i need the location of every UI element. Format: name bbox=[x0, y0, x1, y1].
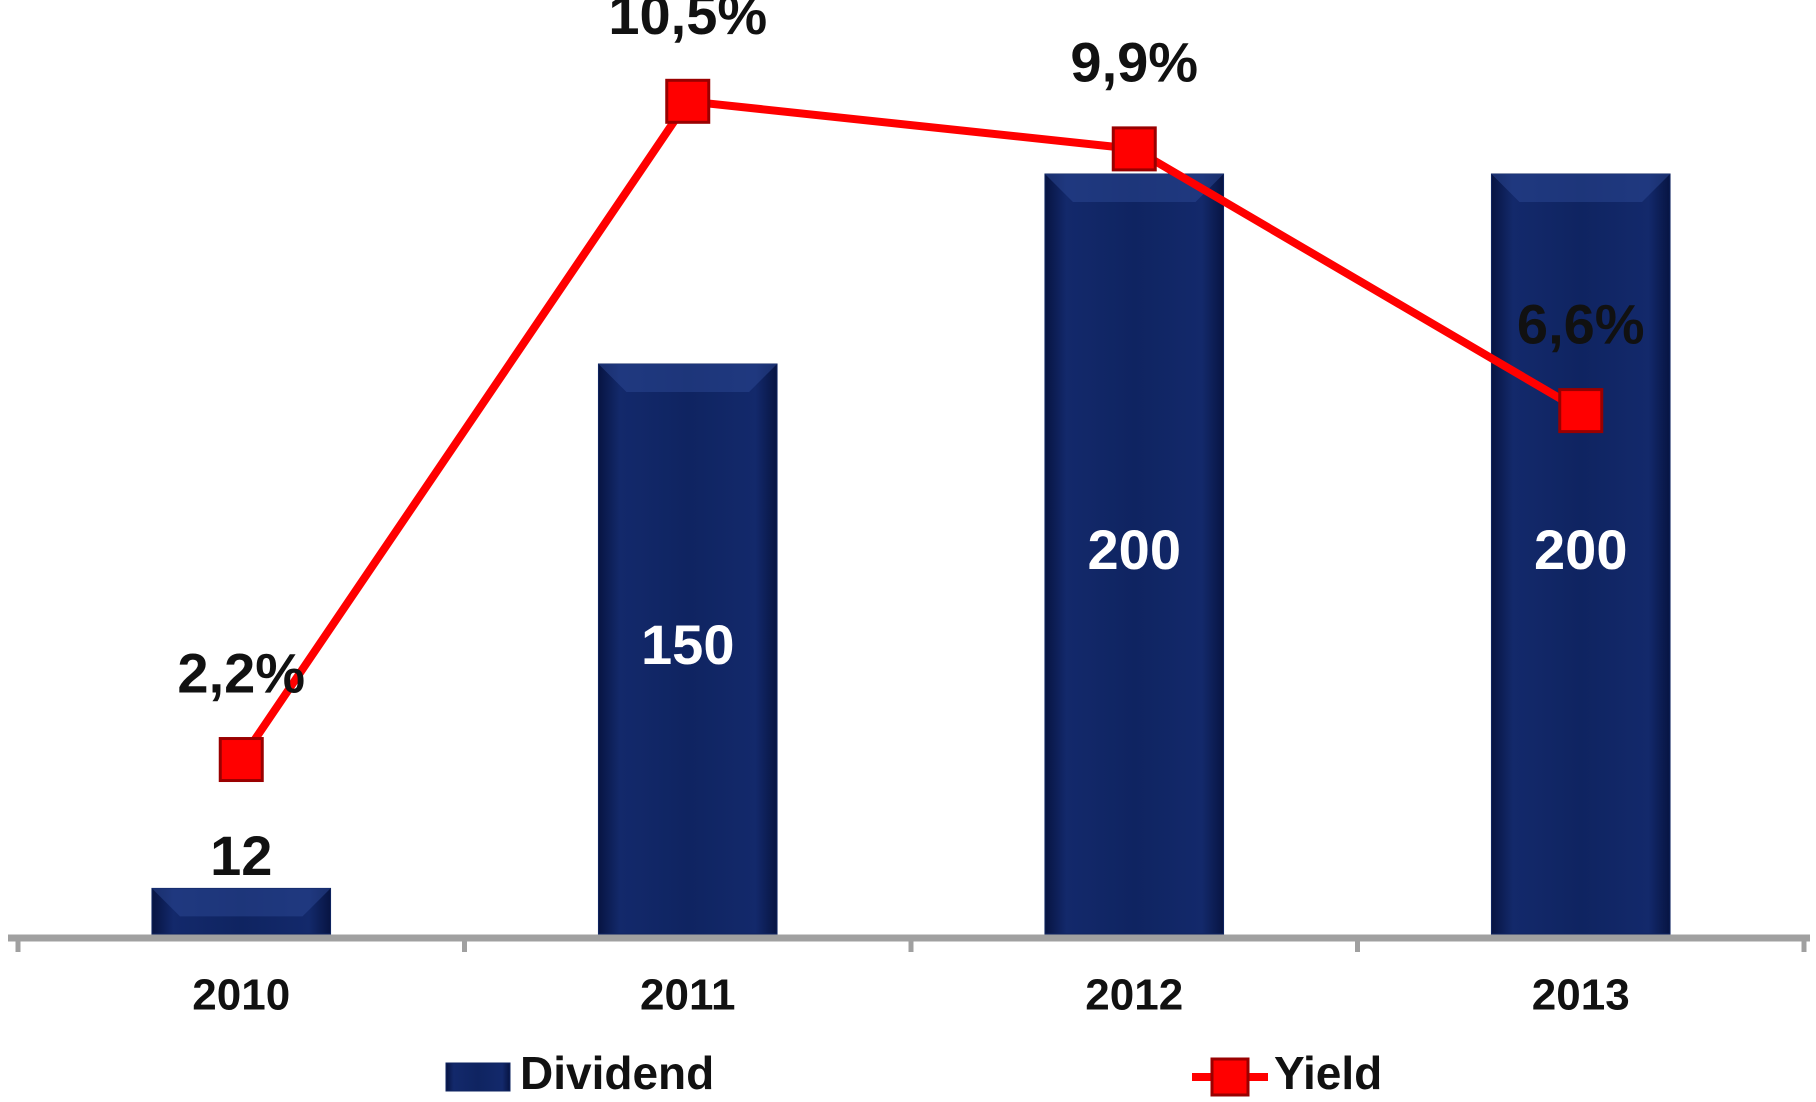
line-marker bbox=[1558, 388, 1604, 434]
legend-swatch bbox=[445, 1062, 511, 1092]
line-marker bbox=[665, 78, 711, 124]
bar-bevel bbox=[598, 364, 778, 392]
bar-value-label: 150 bbox=[641, 613, 734, 676]
x-tick-label: 2012 bbox=[1085, 971, 1183, 1020]
x-tick-label: 2010 bbox=[192, 971, 290, 1020]
line bbox=[237, 97, 1583, 762]
legend-marker bbox=[1210, 1057, 1250, 1097]
bar-bevel bbox=[151, 888, 331, 917]
line-value-label: 2,2% bbox=[177, 641, 305, 704]
legend-label: Yield bbox=[1274, 1047, 1382, 1099]
bar-value-label: 12 bbox=[210, 824, 272, 887]
line-value-label: 9,9% bbox=[1070, 31, 1198, 94]
bar bbox=[597, 363, 778, 935]
bar bbox=[1490, 173, 1671, 935]
line-marker bbox=[1111, 126, 1157, 172]
bar-value-label: 200 bbox=[1534, 518, 1627, 581]
x-tick-label: 2013 bbox=[1532, 971, 1630, 1020]
bar-bevel bbox=[1491, 174, 1671, 202]
legend-label: Dividend bbox=[520, 1047, 714, 1099]
x-tick-label: 2011 bbox=[640, 971, 735, 1020]
line-value-label: 6,6% bbox=[1517, 292, 1645, 355]
line-value-label: 10,5% bbox=[608, 0, 767, 46]
bar-value-label: 200 bbox=[1088, 518, 1181, 581]
line-marker bbox=[218, 737, 264, 783]
bar-bevel bbox=[1044, 174, 1224, 202]
